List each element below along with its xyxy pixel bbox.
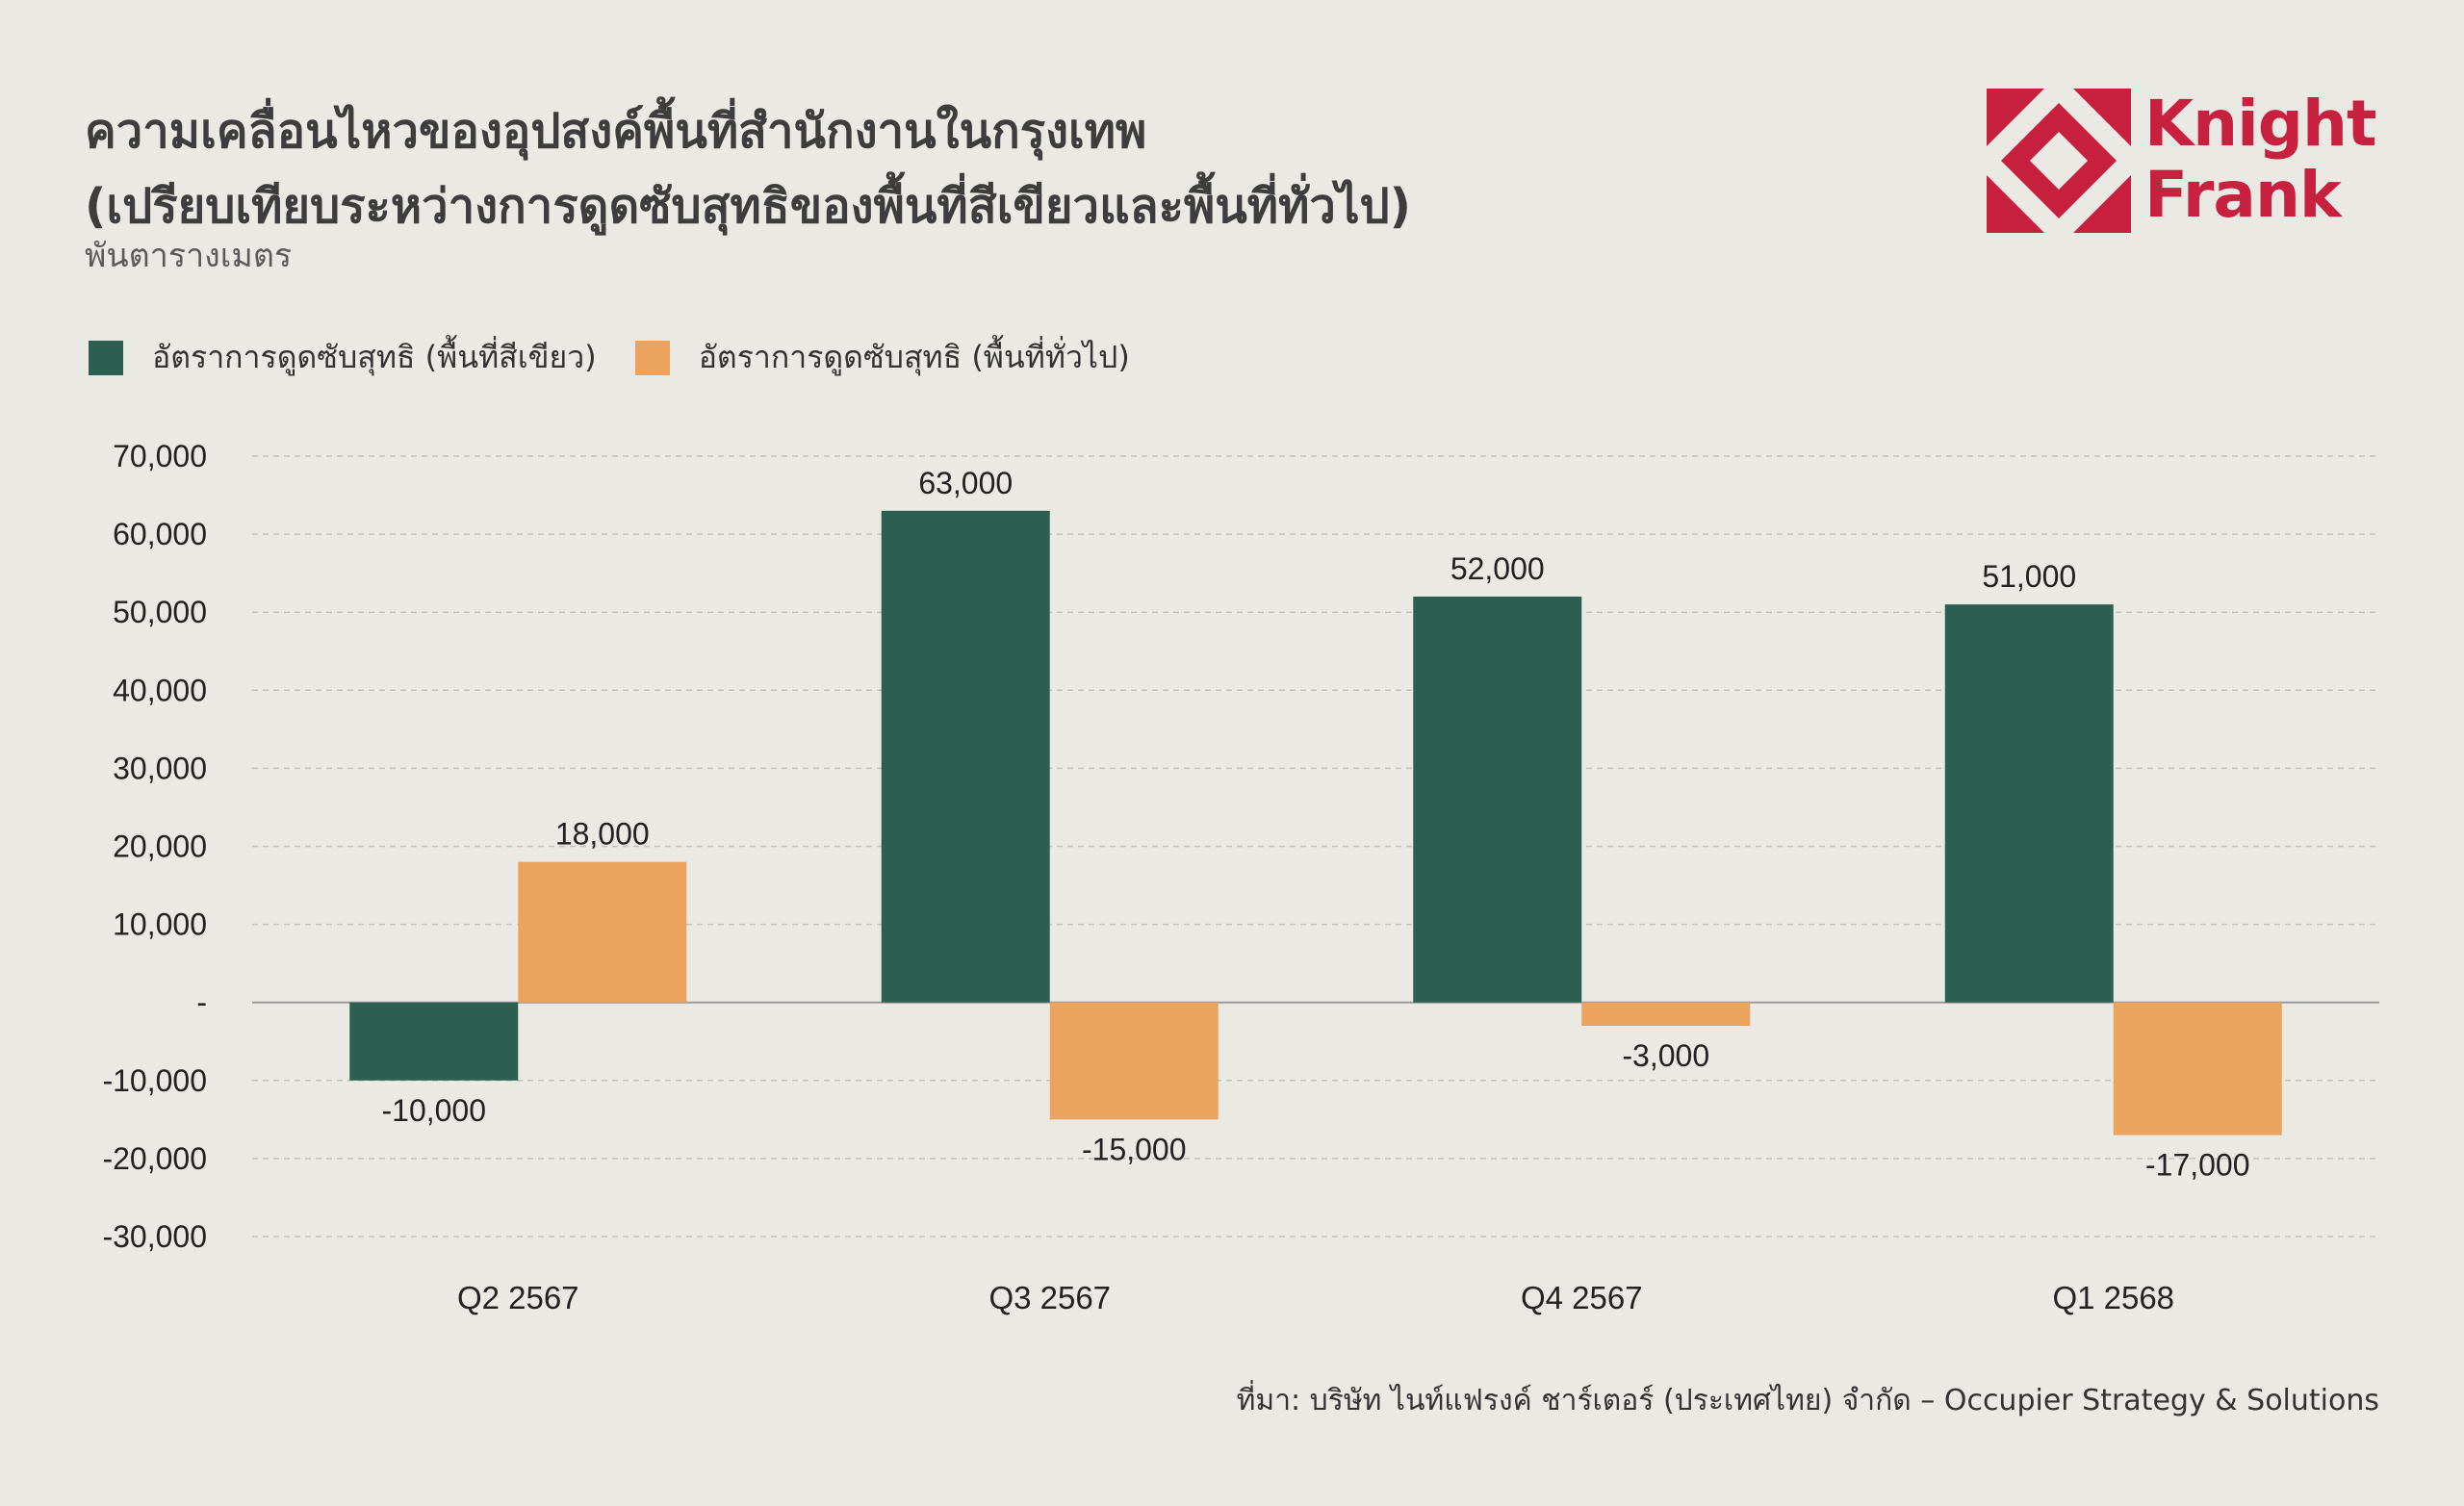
bar-chart: 70,000 60,000 50,000 40,000 30,000 20,000 10,0… — [102, 439, 2379, 1315]
y-tick-label: - — [196, 985, 207, 1020]
bar-general-1 — [1049, 1002, 1219, 1120]
data-label: -17,000 — [2145, 1148, 2250, 1183]
legend-swatch-green — [89, 340, 123, 375]
legend-label-general: อัตราการดูดซับสุทธิ (พื้นที่ทั่วไป) — [698, 339, 1130, 375]
data-label: 18,000 — [555, 817, 650, 852]
bar-general-2 — [1581, 1002, 1751, 1027]
bar-green-0 — [349, 1002, 519, 1081]
chart-title-line2: (เปรียบเทียบระหว่างการดูดซับสุทธิของพื้น… — [85, 179, 1412, 234]
y-tick-label: 70,000 — [113, 439, 207, 473]
bar-general-0 — [518, 861, 687, 1003]
x-tick-label: Q1 2568 — [2052, 1280, 2174, 1315]
grid-layer — [252, 455, 2379, 1238]
y-tick-label: -10,000 — [102, 1063, 207, 1098]
bar-green-2 — [1413, 596, 1582, 1003]
unit-label: พันตารางเมตร — [85, 237, 293, 275]
data-label: 52,000 — [1450, 551, 1545, 586]
y-tick-label: 30,000 — [113, 751, 207, 785]
knight-frank-diamond-logo-icon — [1987, 89, 2131, 233]
legend-item-green: อัตราการดูดซับสุทธิ (พื้นที่สีเขียว) — [89, 333, 597, 382]
bar-green-1 — [881, 510, 1050, 1003]
y-tick-label: 20,000 — [113, 830, 207, 864]
chart-title-line1: ความเคลื่อนไหวของอุปสงค์พื้นที่สำนักงานใ… — [85, 104, 1147, 159]
knight-frank-logo: Knight Frank — [1987, 87, 2377, 233]
x-tick-label: Q4 2567 — [1521, 1280, 1643, 1315]
y-tick-label: 50,000 — [113, 595, 207, 629]
data-label: -3,000 — [1622, 1038, 1709, 1073]
y-tick-label: -30,000 — [102, 1219, 207, 1254]
source-note: ที่มา: บริษัท ไนท์แฟรงค์ ชาร์เตอร์ (ประเ… — [1236, 1384, 2379, 1417]
legend-label-green: อัตราการดูดซับสุทธิ (พื้นที่สีเขียว) — [152, 339, 597, 375]
legend-swatch-general — [634, 340, 670, 375]
y-tick-label: 60,000 — [113, 517, 207, 551]
label-layer: -10,000 18,000 63,000 -15,000 52,000 -3,000 51… — [381, 466, 2249, 1183]
bar-general-3 — [2113, 1002, 2282, 1136]
logo-wordmark: Knight Frank — [2144, 87, 2377, 232]
x-tick-label: Q2 2567 — [457, 1280, 579, 1315]
axis-layer: 70,000 60,000 50,000 40,000 30,000 20,000 10,0… — [102, 439, 2174, 1315]
y-tick-label: -20,000 — [102, 1141, 207, 1176]
y-tick-label: 40,000 — [113, 673, 207, 707]
legend: อัตราการดูดซับสุทธิ (พื้นที่สีเขียว) อัต… — [89, 333, 1168, 382]
data-label: 51,000 — [1982, 559, 2076, 594]
chart-title: ความเคลื่อนไหวของอุปสงค์พื้นที่สำนักงานใ… — [85, 94, 1411, 244]
bar-layer — [349, 510, 2282, 1136]
data-label: -10,000 — [381, 1093, 486, 1128]
logo-line2: Frank — [2144, 158, 2342, 232]
bar-green-3 — [1944, 604, 2114, 1003]
data-label: 63,000 — [918, 466, 1013, 500]
logo-line1: Knight — [2144, 87, 2377, 161]
y-tick-label: 10,000 — [113, 907, 207, 942]
data-label: -15,000 — [1082, 1132, 1187, 1166]
x-tick-label: Q3 2567 — [988, 1280, 1111, 1315]
legend-item-general: อัตราการดูดซับสุทธิ (พื้นที่ทั่วไป) — [634, 333, 1130, 382]
